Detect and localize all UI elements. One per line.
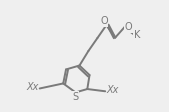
- Text: S: S: [73, 92, 79, 102]
- Text: Xx: Xx: [26, 82, 39, 92]
- Text: O: O: [100, 16, 108, 26]
- Text: K: K: [134, 30, 140, 40]
- Text: O: O: [125, 22, 132, 32]
- Text: Xx: Xx: [106, 85, 119, 95]
